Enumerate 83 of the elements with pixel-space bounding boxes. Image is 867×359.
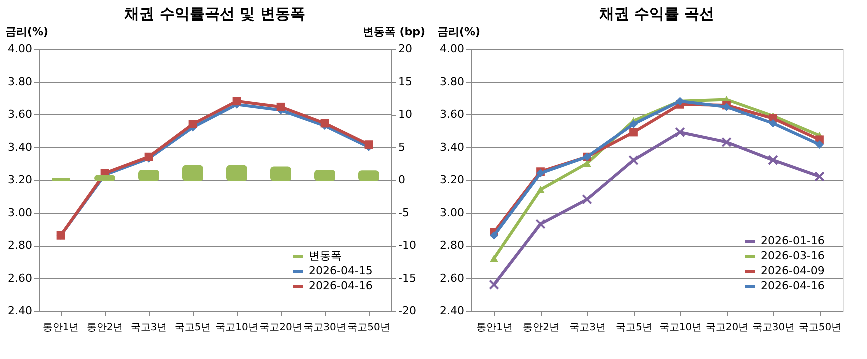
y-tick-label: 3.00 xyxy=(8,206,32,220)
y-tick-label: 2.40 xyxy=(8,304,32,318)
y2-tick-label: -15 xyxy=(398,272,416,285)
point xyxy=(675,127,686,138)
y2-tick-label: -20 xyxy=(398,304,416,318)
point xyxy=(769,119,778,128)
legend-label: 2026-04-16 xyxy=(761,280,825,292)
point xyxy=(816,140,824,149)
bar xyxy=(358,170,380,182)
y-tick-label: 3.40 xyxy=(8,140,32,154)
point xyxy=(582,194,592,205)
x-tick-label: 국고50년 xyxy=(798,322,842,334)
y-tick-label: 2.80 xyxy=(8,239,32,252)
x-tick-label: 통안1년 xyxy=(476,322,513,334)
point xyxy=(768,155,778,166)
x-tick-label: 통안1년 xyxy=(42,322,80,334)
y2-tick-label: 10 xyxy=(398,108,412,121)
y-axis-title: 금리(%) xyxy=(6,26,49,38)
point xyxy=(536,186,545,194)
x-tick-label: 통안2년 xyxy=(523,322,560,334)
legend-label: 2026-04-09 xyxy=(761,264,825,278)
point xyxy=(630,128,638,137)
x-tick-label: 국고50년 xyxy=(348,322,390,334)
bar xyxy=(314,170,336,182)
y-tick-label: 2.40 xyxy=(440,304,464,318)
point xyxy=(490,231,498,240)
point xyxy=(364,140,374,149)
y-tick-label: 3.80 xyxy=(8,75,32,88)
x-tick-label: 통안2년 xyxy=(86,322,124,334)
point xyxy=(583,160,592,168)
point xyxy=(814,172,825,182)
legend-label: 2026-04-15 xyxy=(309,264,373,278)
y2-tick-label: 15 xyxy=(398,75,412,88)
point xyxy=(536,219,546,230)
x-tick-label: 국고10년 xyxy=(659,322,702,334)
bar xyxy=(226,165,248,182)
point xyxy=(188,120,198,129)
legend-label: 2026-01-16 xyxy=(761,234,825,248)
y-tick-label: 2.60 xyxy=(8,272,32,285)
y-tick-label: 3.20 xyxy=(440,174,464,186)
point xyxy=(276,102,286,112)
point xyxy=(489,280,500,290)
y-tick-label: 3.60 xyxy=(8,108,32,121)
legend-label: 변동폭 xyxy=(309,250,342,262)
y-tick-label: 3.00 xyxy=(440,206,464,220)
x-tick-label: 국고3년 xyxy=(570,322,606,334)
point xyxy=(232,97,242,106)
point xyxy=(490,254,498,262)
x-tick-label: 국고10년 xyxy=(216,322,258,334)
y-tick-label: 2.60 xyxy=(440,272,464,285)
y-tick-label: 4.00 xyxy=(440,42,464,56)
y2-tick-label: 0 xyxy=(398,174,406,186)
x-tick-label: 국고30년 xyxy=(304,322,346,334)
x-tick-label: 국고3년 xyxy=(130,322,168,334)
y2-tick-label: 20 xyxy=(398,42,412,56)
chart-title: 채권 수익률곡선 및 변동폭 xyxy=(124,5,306,23)
y2-axis-title: 변동폭 (bp) xyxy=(362,26,426,38)
y-tick-label: 3.40 xyxy=(440,140,464,154)
y2-tick-label: -5 xyxy=(398,206,410,220)
bar xyxy=(94,175,116,182)
y-tick-label: 2.80 xyxy=(440,239,464,252)
point xyxy=(320,119,330,128)
y-tick-label: 4.00 xyxy=(8,42,32,56)
y-tick-label: 3.60 xyxy=(440,108,464,121)
x-tick-label: 국고20년 xyxy=(260,322,302,334)
y-tick-label: 3.20 xyxy=(8,174,32,186)
x-tick-label: 국고20년 xyxy=(706,322,749,334)
chart-title: 채권 수익률 곡선 xyxy=(598,5,715,23)
bar xyxy=(138,170,160,182)
y-tick-label: 3.80 xyxy=(440,75,464,88)
y2-tick-label: 5 xyxy=(398,140,406,154)
x-tick-label: 국고5년 xyxy=(616,322,652,334)
x-tick-label: 국고5년 xyxy=(174,322,212,334)
legend-label: 2026-03-16 xyxy=(761,250,825,262)
legend-label: 2026-04-16 xyxy=(309,280,373,292)
bar xyxy=(182,165,204,182)
bar xyxy=(270,166,292,182)
point xyxy=(722,137,732,148)
point xyxy=(628,155,639,166)
x-tick-label: 국고30년 xyxy=(752,322,796,334)
point xyxy=(630,120,638,129)
y-axis-title: 금리(%) xyxy=(438,26,481,38)
y2-tick-label: -10 xyxy=(398,239,416,252)
